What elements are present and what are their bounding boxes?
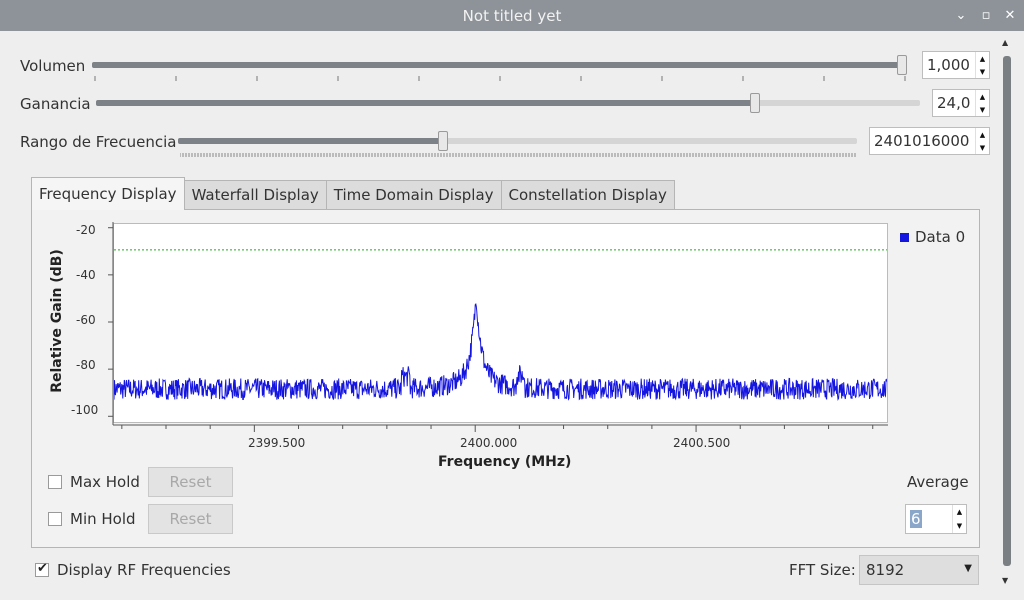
volume-up-icon[interactable]: ▲ [979,54,986,63]
y-tick-label: -20 [76,223,96,237]
legend-label: Data 0 [915,228,966,246]
volume-value: 1,000 [927,56,970,74]
freq-range-slider-fill [178,138,443,144]
window-title: Not titled yet [462,6,562,25]
freq-range-value: 2401016000 [874,132,970,150]
close-icon[interactable]: ✕ [1004,7,1016,23]
frequency-plot[interactable] [113,223,888,423]
y-tick-label: -60 [76,313,96,327]
average-spinbox[interactable]: 6 ▲ ▼ [905,504,967,534]
display-rf-label: Display RF Frequencies [57,561,231,579]
max-hold-reset-button[interactable]: Reset [148,467,233,497]
volume-spinbox[interactable]: 1,000 ▲ ▼ [922,51,990,79]
scroll-down-icon[interactable]: ▼ [1002,576,1009,585]
tab-waterfall-display[interactable]: Waterfall Display [184,180,327,210]
min-hold-reset-button[interactable]: Reset [148,504,233,534]
frequency-plot-canvas [114,249,887,401]
volume-slider-ticks [94,76,906,81]
tab-constellation-display[interactable]: Constellation Display [501,180,675,210]
gain-label: Ganancia [20,95,91,113]
freq-range-slider-handle[interactable] [437,131,448,151]
x-axis-line [113,424,888,432]
gain-slider[interactable] [96,93,920,113]
minimize-icon[interactable]: ⌄ [955,7,967,23]
max-hold-checkbox[interactable] [48,475,62,489]
y-axis-line [108,222,114,425]
x-tick-label: 2399.500 [248,436,306,450]
gain-down-icon[interactable]: ▼ [979,105,986,114]
freq-up-icon[interactable]: ▲ [979,130,986,139]
fft-size-select[interactable]: 8192 ▼ [859,555,979,585]
gain-slider-fill [96,100,756,106]
freq-down-icon[interactable]: ▼ [979,143,986,152]
max-hold-label: Max Hold [70,473,140,491]
maximize-icon[interactable]: ▫ [981,7,991,23]
y-tick-label: -100 [71,403,99,417]
chart-legend: Data 0 [900,228,965,246]
y-axis-title: Relative Gain (dB) [49,249,65,393]
y-tick-label: -40 [76,268,96,282]
average-value: 6 [910,510,922,528]
min-hold-label: Min Hold [70,510,136,528]
gain-spinbox[interactable]: 24,0 ▲ ▼ [932,89,990,117]
average-down-icon[interactable]: ▼ [956,522,963,530]
freq-range-label: Rango de Frecuencia [20,133,177,151]
tab-frequency-display[interactable]: Frequency Display [31,177,185,210]
legend-swatch [900,232,909,242]
volume-slider-fill [92,62,907,68]
fft-size-label: FFT Size: [789,561,856,579]
volume-slider-handle[interactable] [897,55,907,75]
x-tick-label: 2400.000 [460,436,518,450]
tab-time-domain-display[interactable]: Time Domain Display [326,180,502,210]
scrollbar-thumb[interactable] [1003,56,1011,566]
volume-down-icon[interactable]: ▼ [979,67,986,76]
series-data-0-line [114,303,887,401]
min-hold-checkbox[interactable] [48,512,62,526]
y-tick-label: -80 [76,358,96,372]
x-tick-label: 2400.500 [673,436,731,450]
average-up-icon[interactable]: ▲ [956,508,963,516]
gain-up-icon[interactable]: ▲ [979,92,986,101]
average-label: Average [907,473,969,491]
x-axis-title: Frequency (MHz) [438,454,572,470]
display-rf-checkbox[interactable] [35,561,49,577]
freq-range-spinbox[interactable]: 2401016000 ▲ ▼ [869,127,990,155]
display-tabs: Frequency Display Waterfall Display Time… [31,177,675,210]
freq-range-slider[interactable] [178,131,857,151]
window-titlebar: Not titled yet ⌄ ▫ ✕ [0,0,1024,31]
fft-size-value: 8192 [866,561,905,579]
freq-range-slider-ticks [180,153,856,157]
vertical-scrollbar[interactable]: ▲ ▼ [1000,38,1014,590]
volume-slider[interactable] [92,55,907,75]
gain-slider-handle[interactable] [750,93,761,113]
gain-value: 24,0 [937,94,971,112]
scroll-up-icon[interactable]: ▲ [1002,38,1009,47]
volume-label: Volumen [20,57,86,75]
chevron-down-icon: ▼ [964,563,972,574]
